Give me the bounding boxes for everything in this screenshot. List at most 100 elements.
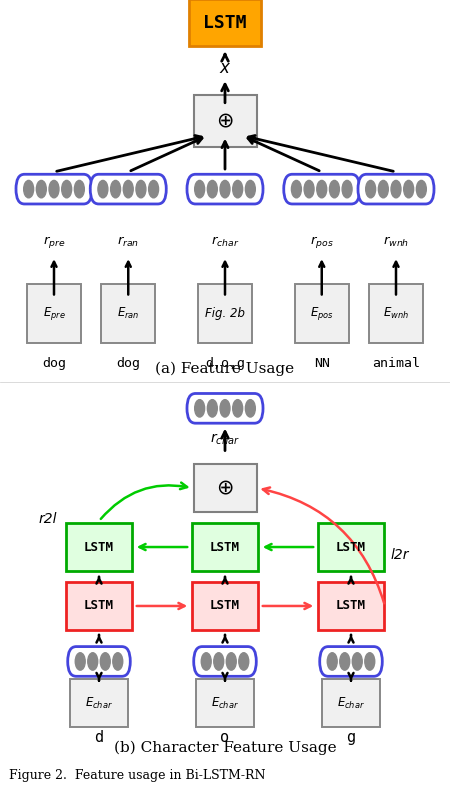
Text: $E_{pos}$: $E_{pos}$ (310, 306, 333, 322)
Circle shape (366, 180, 376, 198)
Bar (295, 284, 349, 344)
Bar (193, 523, 257, 571)
Circle shape (74, 180, 84, 198)
Circle shape (233, 180, 243, 198)
Bar (194, 464, 256, 511)
FancyBboxPatch shape (320, 647, 382, 676)
Text: dog: dog (42, 357, 66, 370)
Text: $\oplus$: $\oplus$ (216, 111, 234, 131)
FancyBboxPatch shape (187, 393, 263, 423)
Circle shape (49, 180, 59, 198)
Circle shape (88, 652, 98, 670)
Text: $r_{char}$: $r_{char}$ (211, 235, 239, 249)
Text: $r_{pre}$: $r_{pre}$ (43, 234, 65, 250)
Circle shape (62, 180, 72, 198)
Text: LSTM: LSTM (84, 600, 114, 612)
Text: animal: animal (372, 357, 420, 370)
FancyBboxPatch shape (90, 174, 166, 204)
Bar (27, 284, 81, 344)
Text: LSTM: LSTM (210, 541, 240, 553)
Text: l2r: l2r (391, 548, 410, 562)
Circle shape (195, 180, 205, 198)
Circle shape (207, 180, 217, 198)
Circle shape (195, 400, 205, 417)
Circle shape (239, 652, 249, 670)
Text: (a) Feature Usage: (a) Feature Usage (155, 362, 295, 377)
Text: o: o (220, 730, 230, 745)
Text: $E_{pre}$: $E_{pre}$ (43, 306, 65, 322)
FancyBboxPatch shape (194, 647, 256, 676)
Text: $E_{char}$: $E_{char}$ (85, 696, 113, 711)
Circle shape (220, 400, 230, 417)
Bar (101, 284, 155, 344)
Circle shape (214, 652, 224, 670)
Bar (322, 679, 380, 727)
Bar (198, 284, 252, 344)
Circle shape (123, 180, 133, 198)
Text: Figure 2.  Feature usage in Bi-LSTM-RN: Figure 2. Feature usage in Bi-LSTM-RN (9, 769, 266, 782)
Text: $E_{wnh}$: $E_{wnh}$ (383, 307, 409, 322)
Text: $r_{char}$: $r_{char}$ (210, 432, 240, 448)
Circle shape (404, 180, 414, 198)
FancyBboxPatch shape (16, 174, 92, 204)
Text: LSTM: LSTM (336, 541, 366, 553)
Text: r2l: r2l (38, 512, 57, 526)
Circle shape (378, 180, 388, 198)
Circle shape (36, 180, 46, 198)
Text: $E_{char}$: $E_{char}$ (337, 696, 365, 711)
Circle shape (317, 180, 327, 198)
Circle shape (340, 652, 350, 670)
Text: g: g (346, 730, 356, 745)
Circle shape (416, 180, 426, 198)
Text: $E_{char}$: $E_{char}$ (211, 696, 239, 711)
Circle shape (327, 652, 337, 670)
Text: dog: dog (116, 357, 140, 370)
Text: $r_{ran}$: $r_{ran}$ (117, 235, 140, 249)
Circle shape (233, 400, 243, 417)
Text: $E_{ran}$: $E_{ran}$ (117, 307, 140, 322)
Text: d: d (94, 730, 104, 745)
Bar (189, 0, 261, 46)
Bar (193, 582, 257, 630)
Circle shape (220, 180, 230, 198)
Circle shape (365, 652, 375, 670)
Circle shape (352, 652, 362, 670)
Circle shape (304, 180, 314, 198)
Bar (319, 582, 383, 630)
Circle shape (245, 180, 255, 198)
Bar (369, 284, 423, 344)
Circle shape (113, 652, 123, 670)
Circle shape (136, 180, 146, 198)
Circle shape (24, 180, 34, 198)
Text: LSTM: LSTM (210, 600, 240, 612)
Text: LSTM: LSTM (84, 541, 114, 553)
Bar (196, 679, 254, 727)
Circle shape (329, 180, 339, 198)
Text: LSTM: LSTM (203, 13, 247, 32)
Circle shape (245, 400, 255, 417)
Circle shape (111, 180, 121, 198)
Circle shape (100, 652, 110, 670)
Circle shape (75, 652, 85, 670)
Bar (67, 523, 131, 571)
Text: $r_{wnh}$: $r_{wnh}$ (383, 235, 409, 249)
Bar (194, 95, 256, 147)
Text: (b) Character Feature Usage: (b) Character Feature Usage (114, 741, 336, 755)
FancyBboxPatch shape (68, 647, 130, 676)
Text: Fig. 2b: Fig. 2b (205, 307, 245, 321)
Circle shape (226, 652, 236, 670)
Text: $x$: $x$ (219, 59, 231, 77)
FancyBboxPatch shape (284, 174, 360, 204)
Text: $\oplus$: $\oplus$ (216, 478, 234, 498)
Circle shape (342, 180, 352, 198)
Text: LSTM: LSTM (336, 600, 366, 612)
Circle shape (148, 180, 158, 198)
Bar (319, 523, 383, 571)
Circle shape (201, 652, 211, 670)
Circle shape (98, 180, 108, 198)
Bar (67, 582, 131, 630)
FancyBboxPatch shape (187, 174, 263, 204)
Text: d,o,g: d,o,g (205, 357, 245, 370)
FancyBboxPatch shape (358, 174, 434, 204)
Text: $r_{pos}$: $r_{pos}$ (310, 234, 333, 250)
